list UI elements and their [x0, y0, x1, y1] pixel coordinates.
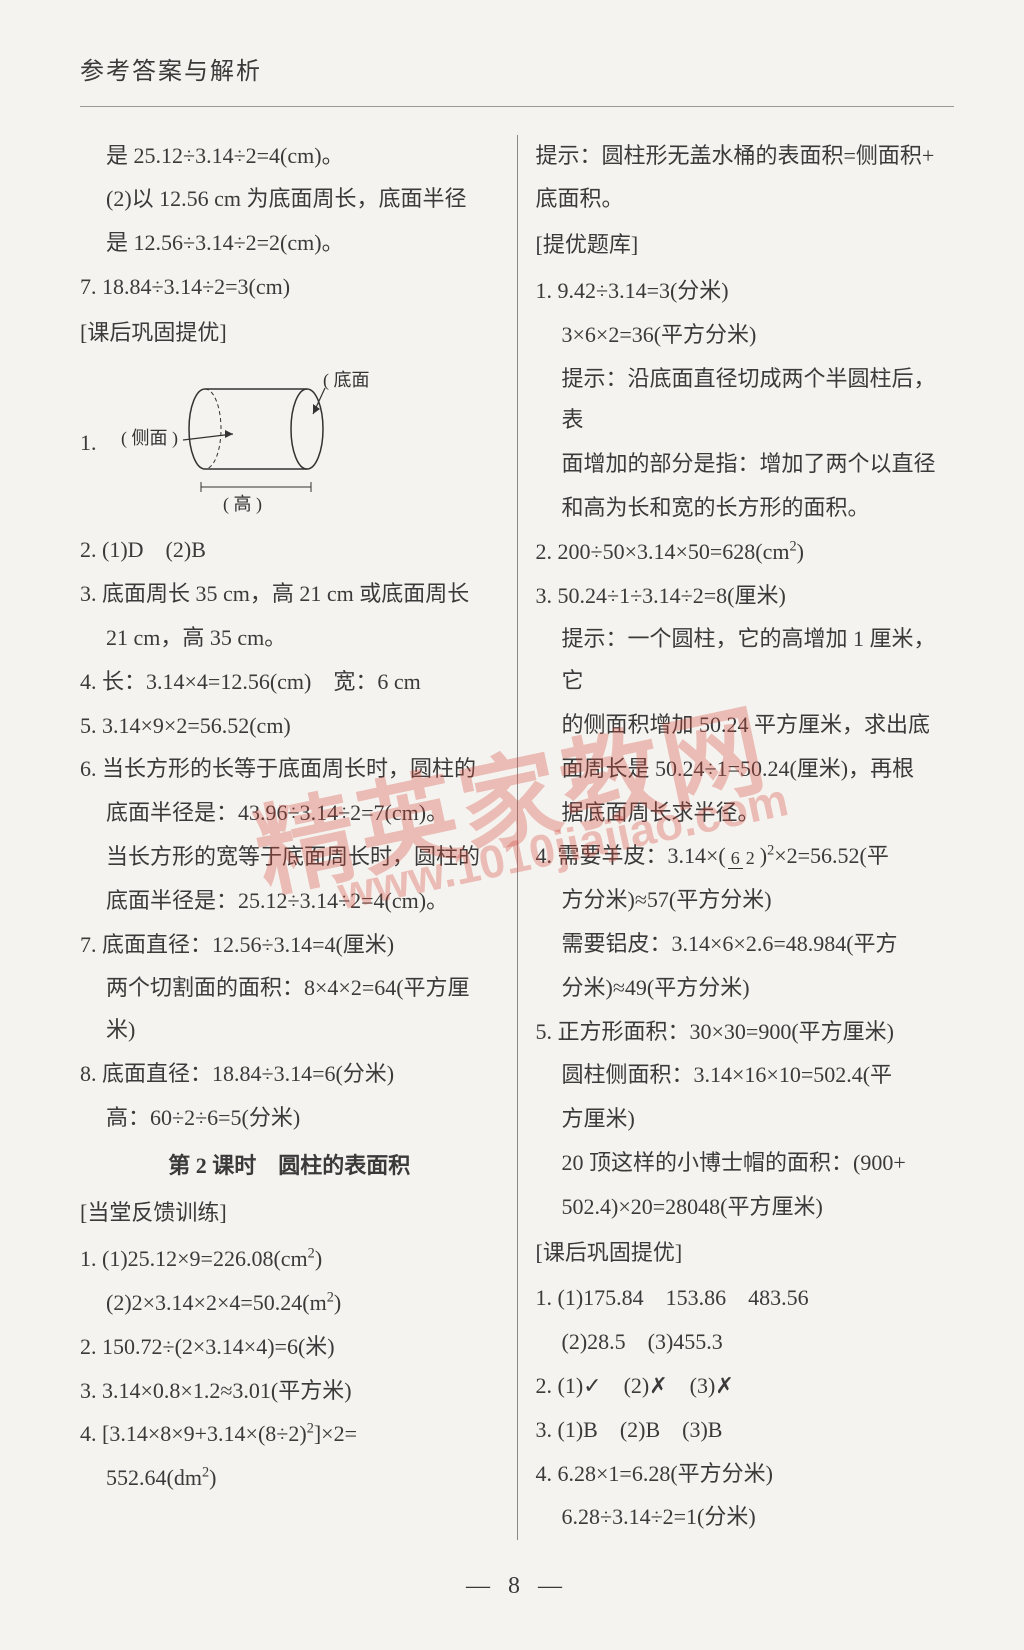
frac-num: 6 — [728, 848, 743, 869]
answer-line: 4. 6.28×1=6.28(平方分米) — [536, 1453, 955, 1495]
answer-line: 2. 200÷50×3.14×50=628(cm2) — [536, 531, 955, 573]
answer-line: 6. 当长方形的长等于底面周长时，圆柱的 — [80, 748, 499, 790]
answer-line: 提示：沿底面直径切成两个半圆柱后，表 — [536, 358, 955, 442]
answer-line: 3. 3.14×0.8×1.2≈3.01(平方米) — [80, 1370, 499, 1412]
answer-line: 底面积。 — [536, 178, 955, 220]
text-part: ×2=56.52(平 — [774, 843, 889, 868]
left-column: 是 25.12÷3.14÷2=4(cm)。 (2)以 12.56 cm 为底面周… — [80, 135, 518, 1541]
text-part: ) — [315, 1246, 322, 1271]
answer-line: 5. 正方形面积：30×30=900(平方厘米) — [536, 1011, 955, 1053]
answer-line: 2. (1)D (2)B — [80, 529, 499, 571]
fraction: 62 — [728, 849, 758, 867]
answer-line: 底面半径是：43.96÷3.14÷2=7(cm)。 — [80, 792, 499, 834]
answer-line: 需要铝皮：3.14×6×2.6=48.984(平方 — [536, 923, 955, 965]
answer-line: 6.28÷3.14÷2=1(分米) — [536, 1496, 955, 1538]
text-part: 4. [3.14×8×9+3.14×(8÷2) — [80, 1421, 307, 1446]
answer-line: 提示：圆柱形无盖水桶的表面积=侧面积+ — [536, 135, 955, 177]
answer-line: 和高为长和宽的长方形的面积。 — [536, 487, 955, 529]
answer-line: 2. 150.72÷(2×3.14×4)=6(米) — [80, 1326, 499, 1368]
answer-line: 4. [3.14×8×9+3.14×(8÷2)2]×2= — [80, 1413, 499, 1455]
section-label: [课后巩固提优] — [80, 312, 499, 354]
answer-line: 8. 底面直径：18.84÷3.14=6(分米) — [80, 1053, 499, 1095]
answer-line: 底面半径是：25.12÷3.14÷2=4(cm)。 — [80, 880, 499, 922]
answer-line: 1. (1)25.12×9=226.08(cm2) — [80, 1238, 499, 1280]
section-label: [提优题库] — [536, 224, 955, 266]
answer-line: 3. (1)B (2)B (3)B — [536, 1409, 955, 1451]
text-part: ) — [334, 1290, 341, 1315]
text-part: ]×2= — [314, 1421, 357, 1446]
answer-line: (2)以 12.56 cm 为底面周长，底面半径 — [80, 178, 499, 220]
answer-line: 分米)≈49(平方分米) — [536, 967, 955, 1009]
diagram-height-label: ( 高 ) — [223, 494, 262, 514]
page-number: — 8 — — [80, 1564, 954, 1610]
answer-line: 方厘米) — [536, 1098, 955, 1140]
answer-line: 20 顶这样的小博士帽的面积：(900+ — [536, 1142, 955, 1184]
answer-line: 1. 9.42÷3.14=3(分米) — [536, 270, 955, 312]
superscript: 2 — [327, 1290, 334, 1306]
answer-line: 502.4)×20=28048(平方厘米) — [536, 1186, 955, 1228]
text-part: ) — [760, 843, 767, 868]
superscript: 2 — [308, 1246, 315, 1262]
header-title: 参考答案与解析 — [80, 59, 262, 85]
answer-line: 7. 底面直径：12.56÷3.14=4(厘米) — [80, 924, 499, 966]
answer-line: 5. 3.14×9×2=56.52(cm) — [80, 705, 499, 747]
answer-line: (2)28.5 (3)455.3 — [536, 1321, 955, 1363]
text-part: 552.64(dm — [106, 1465, 202, 1490]
answer-line: 方分米)≈57(平方分米) — [536, 879, 955, 921]
answer-line: 当长方形的宽等于底面周长时，圆柱的 — [80, 836, 499, 878]
content-columns: 是 25.12÷3.14÷2=4(cm)。 (2)以 12.56 cm 为底面周… — [80, 135, 954, 1541]
answer-line: (2)2×3.14×2×4=50.24(m2) — [80, 1282, 499, 1324]
lesson-title: 第 2 课时 圆柱的表面积 — [80, 1145, 499, 1187]
answer-line: 7. 18.84÷3.14÷2=3(cm) — [80, 266, 499, 308]
text-part: 2. 200÷50×3.14×50=628(cm — [536, 539, 790, 564]
answer-line: 3. 50.24÷1÷3.14÷2=8(厘米) — [536, 575, 955, 617]
diagram-bottom-label: ( 底面 ) — [323, 370, 373, 391]
answer-line: 4. 需要羊皮：3.14×(62)2 ×2=56.52(平 — [536, 835, 955, 877]
text-part: ) — [209, 1465, 216, 1490]
answer-line: 1. (1)175.84 153.86 483.56 — [536, 1277, 955, 1319]
text-part: 1. (1)25.12×9=226.08(cm — [80, 1246, 308, 1271]
right-column: 提示：圆柱形无盖水桶的表面积=侧面积+ 底面积。 [提优题库] 1. 9.42÷… — [518, 135, 955, 1541]
answer-line: 提示：一个圆柱，它的高增加 1 厘米，它 — [536, 618, 955, 702]
frac-den: 2 — [743, 848, 758, 868]
cylinder-diagram: ( 侧面 ) ( 底面 ) ( 高 ) — [113, 364, 373, 528]
answer-line: 圆柱侧面积：3.14×16×10=502.4(平 — [536, 1054, 955, 1096]
text-part: (2)2×3.14×2×4=50.24(m — [106, 1290, 327, 1315]
answer-line: 是 25.12÷3.14÷2=4(cm)。 — [80, 135, 499, 177]
answer-line: 高：60÷2÷6=5(分米) — [80, 1097, 499, 1139]
answer-line: 1. — [80, 422, 97, 464]
answer-line: 21 cm，高 35 cm。 — [80, 617, 499, 659]
superscript: 2 — [307, 1421, 314, 1437]
section-label: [课后巩固提优] — [536, 1232, 955, 1274]
answer-line: 两个切割面的面积：8×4×2=64(平方厘米) — [80, 967, 499, 1051]
answer-line: 3. 底面周长 35 cm，高 21 cm 或底面周长 — [80, 573, 499, 615]
answer-line: 面周长是 50.24÷1=50.24(厘米)，再根 — [536, 748, 955, 790]
answer-line: 据底面周长求半径。 — [536, 792, 955, 834]
section-label: [当堂反馈训练] — [80, 1192, 499, 1234]
answer-line: 的侧面积增加 50.24 平方厘米，求出底 — [536, 704, 955, 746]
superscript: 2 — [790, 538, 797, 554]
answer-line: 4. 长：3.14×4=12.56(cm) 宽：6 cm — [80, 661, 499, 703]
answer-line: 3×6×2=36(平方分米) — [536, 314, 955, 356]
answer-line: 552.64(dm2) — [80, 1457, 499, 1499]
answer-line: 2. (1)✓ (2)✗ (3)✗ — [536, 1365, 955, 1407]
diagram-side-label: ( 侧面 ) — [121, 428, 178, 449]
page-header: 参考答案与解析 — [80, 50, 954, 107]
answer-line: 面增加的部分是指：增加了两个以直径 — [536, 443, 955, 485]
text-part: ) — [797, 539, 804, 564]
text-part: 4. 需要羊皮：3.14×( — [536, 843, 726, 868]
answer-line: 是 12.56÷3.14÷2=2(cm)。 — [80, 222, 499, 264]
